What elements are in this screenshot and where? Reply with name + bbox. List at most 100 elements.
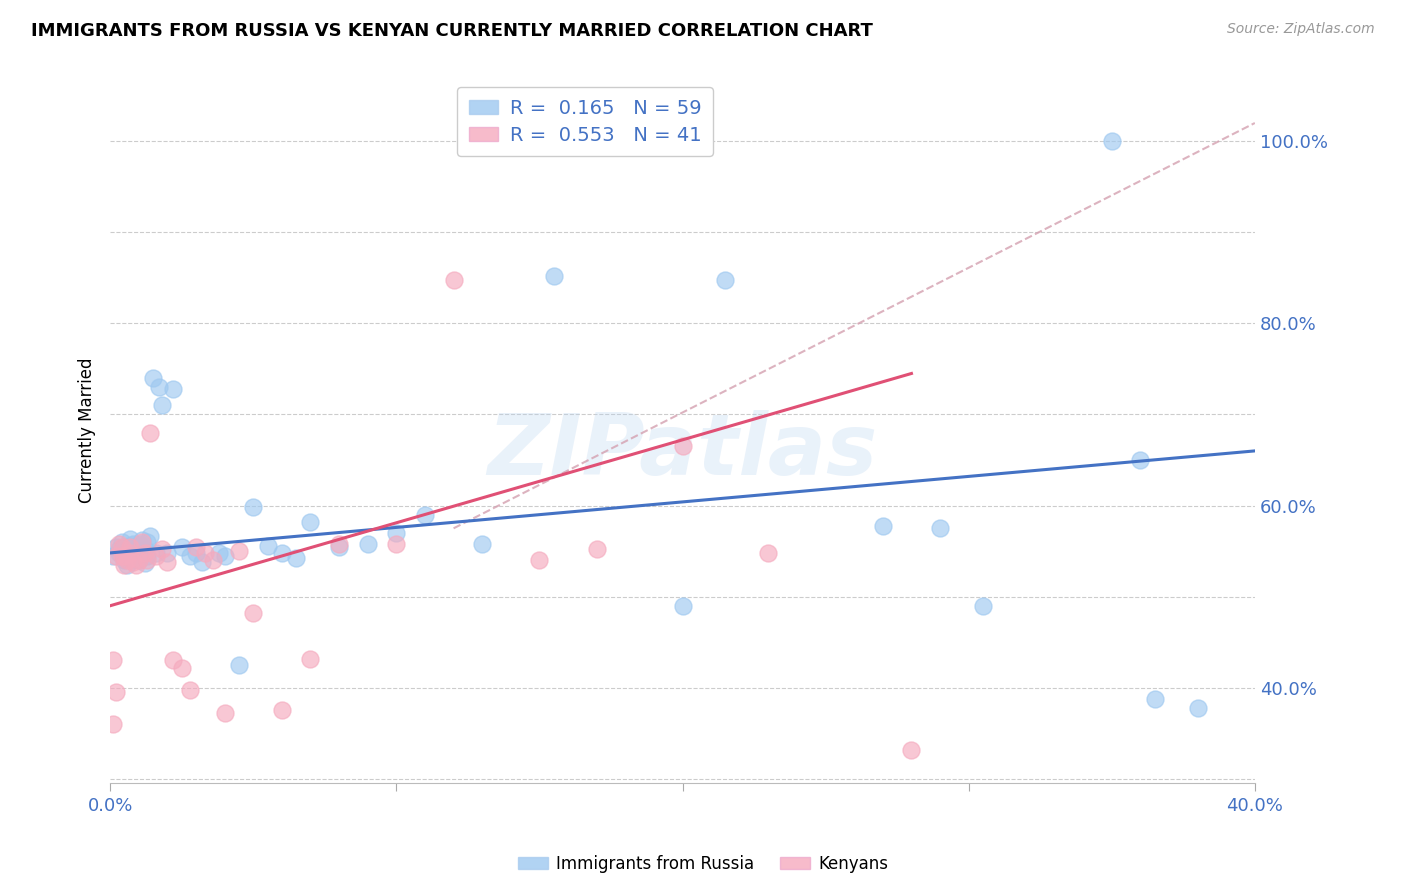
Point — [134, 542, 156, 557]
Point — [107, 537, 129, 551]
Point — [125, 558, 148, 572]
Point — [125, 546, 148, 560]
Text: IMMIGRANTS FROM RUSSIA VS KENYAN CURRENTLY MARRIED CORRELATION CHART: IMMIGRANTS FROM RUSSIA VS KENYAN CURRENT… — [31, 22, 873, 40]
Point — [872, 518, 894, 533]
Point — [972, 599, 994, 613]
Point — [120, 540, 142, 554]
Point — [170, 661, 193, 675]
Point — [156, 546, 179, 560]
Point — [184, 540, 207, 554]
Point — [299, 515, 322, 529]
Point — [125, 539, 148, 553]
Point — [671, 439, 693, 453]
Point — [120, 546, 142, 560]
Point — [208, 546, 231, 560]
Point — [128, 553, 150, 567]
Point — [114, 549, 136, 563]
Point — [139, 425, 162, 440]
Point — [128, 553, 150, 567]
Point — [120, 539, 142, 553]
Point — [145, 546, 167, 560]
Point — [179, 682, 201, 697]
Point — [285, 551, 308, 566]
Point — [114, 553, 136, 567]
Y-axis label: Currently Married: Currently Married — [79, 358, 96, 503]
Text: ZIPatlas: ZIPatlas — [488, 410, 877, 493]
Point — [104, 685, 127, 699]
Point — [131, 533, 153, 548]
Point — [114, 558, 136, 572]
Point — [120, 533, 142, 547]
Point — [142, 371, 165, 385]
Point — [385, 525, 408, 540]
Point — [1101, 134, 1123, 148]
Point — [134, 546, 156, 560]
Point — [328, 540, 350, 554]
Point — [114, 540, 136, 554]
Point — [107, 546, 129, 560]
Point — [101, 549, 124, 563]
Point — [136, 553, 159, 567]
Point — [136, 549, 159, 563]
Point — [194, 546, 217, 560]
Point — [1129, 453, 1152, 467]
Point — [385, 537, 408, 551]
Point — [107, 542, 129, 557]
Point — [413, 508, 436, 522]
Point — [1143, 691, 1166, 706]
Point — [1187, 700, 1209, 714]
Point — [110, 540, 132, 554]
Point — [122, 537, 145, 551]
Point — [139, 528, 162, 542]
Point — [357, 537, 380, 551]
Point — [162, 382, 184, 396]
Point — [150, 542, 173, 557]
Point — [299, 651, 322, 665]
Point — [131, 547, 153, 561]
Point — [471, 537, 494, 551]
Point — [120, 546, 142, 560]
Point — [900, 742, 922, 756]
Point — [179, 549, 201, 563]
Point — [150, 398, 173, 412]
Point — [156, 555, 179, 569]
Legend: Immigrants from Russia, Kenyans: Immigrants from Russia, Kenyans — [512, 848, 894, 880]
Point — [443, 273, 465, 287]
Point — [104, 549, 127, 563]
Point — [270, 704, 292, 718]
Point — [145, 549, 167, 563]
Point — [228, 544, 250, 558]
Point — [134, 556, 156, 570]
Point — [104, 540, 127, 554]
Point — [214, 706, 236, 721]
Point — [543, 268, 565, 283]
Point — [256, 539, 278, 553]
Point — [101, 717, 124, 731]
Point — [110, 535, 132, 549]
Point — [117, 549, 139, 563]
Point — [122, 553, 145, 567]
Point — [529, 553, 551, 567]
Point — [162, 653, 184, 667]
Point — [714, 273, 737, 287]
Point — [117, 553, 139, 567]
Point — [110, 549, 132, 563]
Point — [131, 535, 153, 549]
Text: Source: ZipAtlas.com: Source: ZipAtlas.com — [1227, 22, 1375, 37]
Point — [214, 549, 236, 563]
Point — [756, 546, 779, 560]
Point — [122, 555, 145, 569]
Point — [170, 540, 193, 554]
Point — [929, 521, 952, 535]
Point — [136, 535, 159, 549]
Point — [270, 546, 292, 560]
Point — [148, 380, 170, 394]
Point — [128, 537, 150, 551]
Point — [585, 542, 607, 557]
Point — [184, 546, 207, 560]
Point — [114, 549, 136, 563]
Point — [242, 500, 264, 515]
Legend: R =  0.165   N = 59, R =  0.553   N = 41: R = 0.165 N = 59, R = 0.553 N = 41 — [457, 87, 713, 156]
Point — [190, 555, 212, 569]
Point — [202, 553, 225, 567]
